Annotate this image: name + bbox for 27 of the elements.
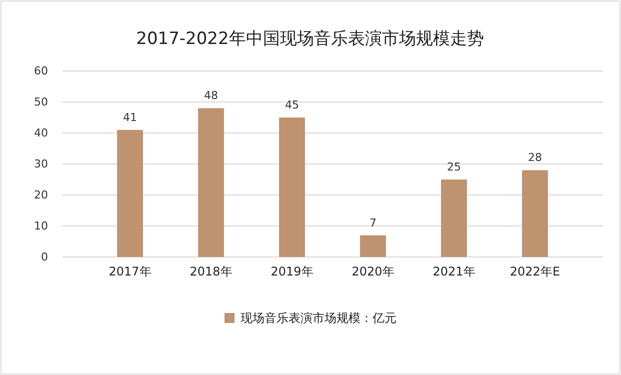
y-tick-label: 40 <box>34 126 48 140</box>
data-label: 7 <box>369 216 376 230</box>
bar <box>360 235 386 257</box>
y-tick-label: 0 <box>41 250 48 264</box>
x-tick-label: 2017年 <box>108 264 152 279</box>
data-label: 45 <box>285 98 300 112</box>
chart-title: 2017-2022年中国现场音乐表演市场规模走势 <box>136 29 484 49</box>
bar <box>198 108 224 257</box>
data-label: 48 <box>204 89 218 102</box>
x-tick-label: 2020年 <box>352 264 394 279</box>
bar <box>522 170 548 257</box>
data-label: 41 <box>123 110 138 124</box>
bar <box>117 130 143 257</box>
x-tick-label: 2019年 <box>270 264 314 279</box>
y-tick-label: 50 <box>34 96 48 109</box>
x-tick-label: 2022年E <box>510 264 560 279</box>
data-label: 28 <box>528 151 542 164</box>
y-tick-label: 20 <box>34 188 48 202</box>
legend-label: 现场音乐表演市场规模：亿元 <box>240 311 396 325</box>
x-tick-label: 2021年 <box>432 264 476 279</box>
y-tick-label: 10 <box>34 220 48 233</box>
bar <box>441 180 467 257</box>
x-tick-label: 2018年 <box>190 264 232 279</box>
data-label: 25 <box>446 160 461 174</box>
y-tick-label: 60 <box>34 64 48 78</box>
bar <box>279 118 305 257</box>
y-tick-label: 30 <box>34 158 48 171</box>
